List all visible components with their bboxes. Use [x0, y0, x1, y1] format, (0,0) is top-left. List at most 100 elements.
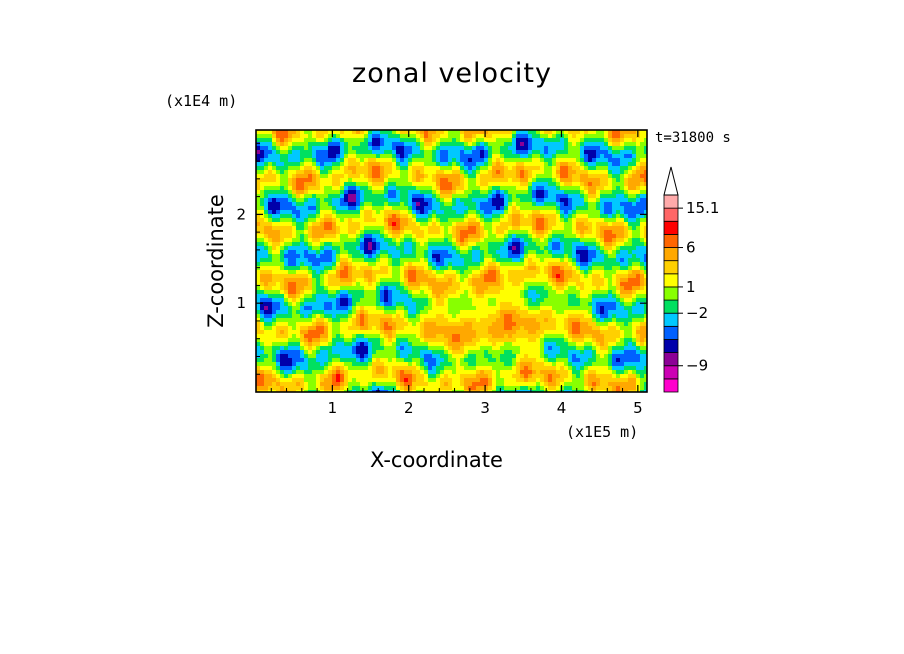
- field-cell: [620, 178, 625, 183]
- field-cell: [596, 250, 601, 255]
- field-cell: [516, 322, 521, 327]
- field-cell: [472, 314, 477, 319]
- field-cell: [620, 322, 625, 327]
- field-cell: [640, 250, 645, 255]
- field-cell: [256, 174, 261, 179]
- field-cell: [300, 250, 305, 255]
- field-cell: [640, 314, 645, 319]
- field-cell: [428, 298, 433, 303]
- field-cell: [452, 286, 457, 291]
- field-cell: [500, 226, 505, 231]
- field-cell: [308, 142, 313, 147]
- field-cell: [616, 282, 621, 287]
- field-cell: [404, 142, 409, 147]
- field-cell: [632, 254, 637, 259]
- field-cell: [432, 262, 437, 267]
- field-cell: [428, 278, 433, 283]
- field-cell: [496, 154, 501, 159]
- field-cell: [420, 154, 425, 159]
- field-cell: [576, 154, 581, 159]
- field-cell: [512, 266, 517, 271]
- field-cell: [308, 250, 313, 255]
- field-cell: [412, 182, 417, 187]
- field-cell: [604, 174, 609, 179]
- field-cell: [444, 162, 449, 167]
- field-cell: [472, 270, 477, 275]
- field-cell: [356, 302, 361, 307]
- field-cell: [600, 246, 605, 251]
- field-cell: [284, 330, 289, 335]
- field-cell: [392, 238, 397, 243]
- field-cell: [628, 250, 633, 255]
- field-cell: [632, 250, 637, 255]
- field-cell: [460, 290, 465, 295]
- field-cell: [428, 282, 433, 287]
- field-cell: [592, 310, 597, 315]
- field-cell: [360, 214, 365, 219]
- field-cell: [520, 294, 525, 299]
- field-cell: [616, 250, 621, 255]
- field-cell: [512, 202, 517, 207]
- field-cell: [476, 290, 481, 295]
- field-cell: [532, 130, 537, 135]
- field-cell: [348, 230, 353, 235]
- field-cell: [360, 302, 365, 307]
- field-cell: [428, 134, 433, 139]
- field-cell: [348, 270, 353, 275]
- field-cell: [396, 330, 401, 335]
- field-cell: [264, 258, 269, 263]
- field-cell: [308, 158, 313, 163]
- field-cell: [428, 266, 433, 271]
- field-cell: [528, 210, 533, 215]
- field-cell: [328, 310, 333, 315]
- field-cell: [292, 202, 297, 207]
- field-cell: [312, 218, 317, 223]
- field-cell: [504, 322, 509, 327]
- field-cell: [336, 178, 341, 183]
- field-cell: [296, 274, 301, 279]
- field-cell: [276, 210, 281, 215]
- field-cell: [340, 314, 345, 319]
- field-cell: [640, 170, 645, 175]
- field-cell: [344, 174, 349, 179]
- field-cell: [508, 198, 513, 203]
- field-cell: [544, 314, 549, 319]
- field-cell: [500, 202, 505, 207]
- field-cell: [632, 226, 637, 231]
- field-cell: [488, 262, 493, 267]
- field-cell: [280, 186, 285, 191]
- field-cell: [528, 138, 533, 143]
- field-cell: [608, 190, 613, 195]
- field-cell: [624, 310, 629, 315]
- field-cell: [612, 242, 617, 247]
- field-cell: [620, 266, 625, 271]
- field-cell: [520, 262, 525, 267]
- field-cell: [256, 242, 261, 247]
- field-cell: [644, 214, 647, 219]
- field-cell: [460, 314, 465, 319]
- field-cell: [396, 258, 401, 263]
- field-cell: [544, 230, 549, 235]
- field-cell: [560, 150, 565, 155]
- field-cell: [492, 158, 497, 163]
- field-cell: [328, 210, 333, 215]
- field-cell: [260, 286, 265, 291]
- field-cell: [260, 162, 265, 167]
- field-cell: [532, 186, 537, 191]
- field-cell: [420, 258, 425, 263]
- field-cell: [596, 298, 601, 303]
- field-cell: [392, 298, 397, 303]
- field-cell: [576, 218, 581, 223]
- field-cell: [416, 230, 421, 235]
- field-cell: [640, 198, 645, 203]
- field-cell: [604, 210, 609, 215]
- field-cell: [624, 318, 629, 323]
- field-cell: [368, 290, 373, 295]
- field-cell: [436, 142, 441, 147]
- field-cell: [496, 178, 501, 183]
- field-cell: [524, 154, 529, 159]
- field-cell: [536, 146, 541, 151]
- field-cell: [284, 210, 289, 215]
- field-cell: [264, 234, 269, 239]
- field-cell: [412, 290, 417, 295]
